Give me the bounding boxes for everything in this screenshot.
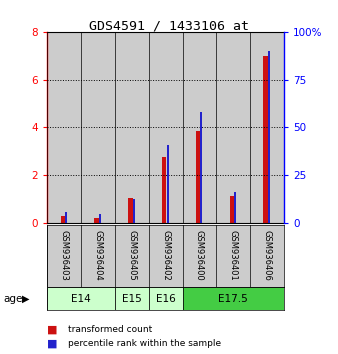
- Text: transformed count: transformed count: [68, 325, 152, 335]
- Text: E14: E14: [71, 293, 91, 304]
- Bar: [128, 198, 133, 223]
- Text: GSM936402: GSM936402: [161, 230, 170, 281]
- Bar: [133, 199, 135, 223]
- Text: E17.5: E17.5: [218, 293, 248, 304]
- Text: ▶: ▶: [22, 293, 29, 304]
- Bar: [95, 218, 99, 223]
- Bar: [216, 32, 250, 223]
- Bar: [230, 195, 234, 223]
- Text: ■: ■: [47, 338, 58, 348]
- Text: GSM936400: GSM936400: [195, 230, 204, 281]
- Bar: [115, 287, 149, 310]
- Text: percentile rank within the sample: percentile rank within the sample: [68, 339, 221, 348]
- Text: ■: ■: [47, 325, 58, 335]
- Bar: [61, 216, 65, 223]
- Bar: [115, 32, 149, 223]
- Bar: [200, 112, 202, 223]
- Bar: [268, 51, 270, 223]
- Text: E16: E16: [156, 293, 175, 304]
- Bar: [99, 215, 101, 223]
- Bar: [47, 287, 115, 310]
- Bar: [167, 145, 169, 223]
- Bar: [81, 32, 115, 223]
- Bar: [149, 32, 183, 223]
- Text: GSM936401: GSM936401: [229, 230, 238, 281]
- Text: GSM936405: GSM936405: [127, 230, 136, 281]
- Text: GDS4591 / 1433106_at: GDS4591 / 1433106_at: [89, 19, 249, 33]
- Bar: [149, 287, 183, 310]
- Bar: [234, 193, 236, 223]
- Bar: [47, 32, 81, 223]
- Bar: [250, 32, 284, 223]
- Text: GSM936404: GSM936404: [94, 230, 102, 281]
- Bar: [183, 287, 284, 310]
- Text: E15: E15: [122, 293, 142, 304]
- Bar: [65, 212, 67, 223]
- Bar: [264, 56, 268, 223]
- Bar: [183, 32, 216, 223]
- Bar: [196, 131, 200, 223]
- Text: GSM936406: GSM936406: [263, 230, 271, 281]
- Text: age: age: [3, 293, 23, 304]
- Text: GSM936403: GSM936403: [60, 230, 69, 281]
- Bar: [162, 157, 167, 223]
